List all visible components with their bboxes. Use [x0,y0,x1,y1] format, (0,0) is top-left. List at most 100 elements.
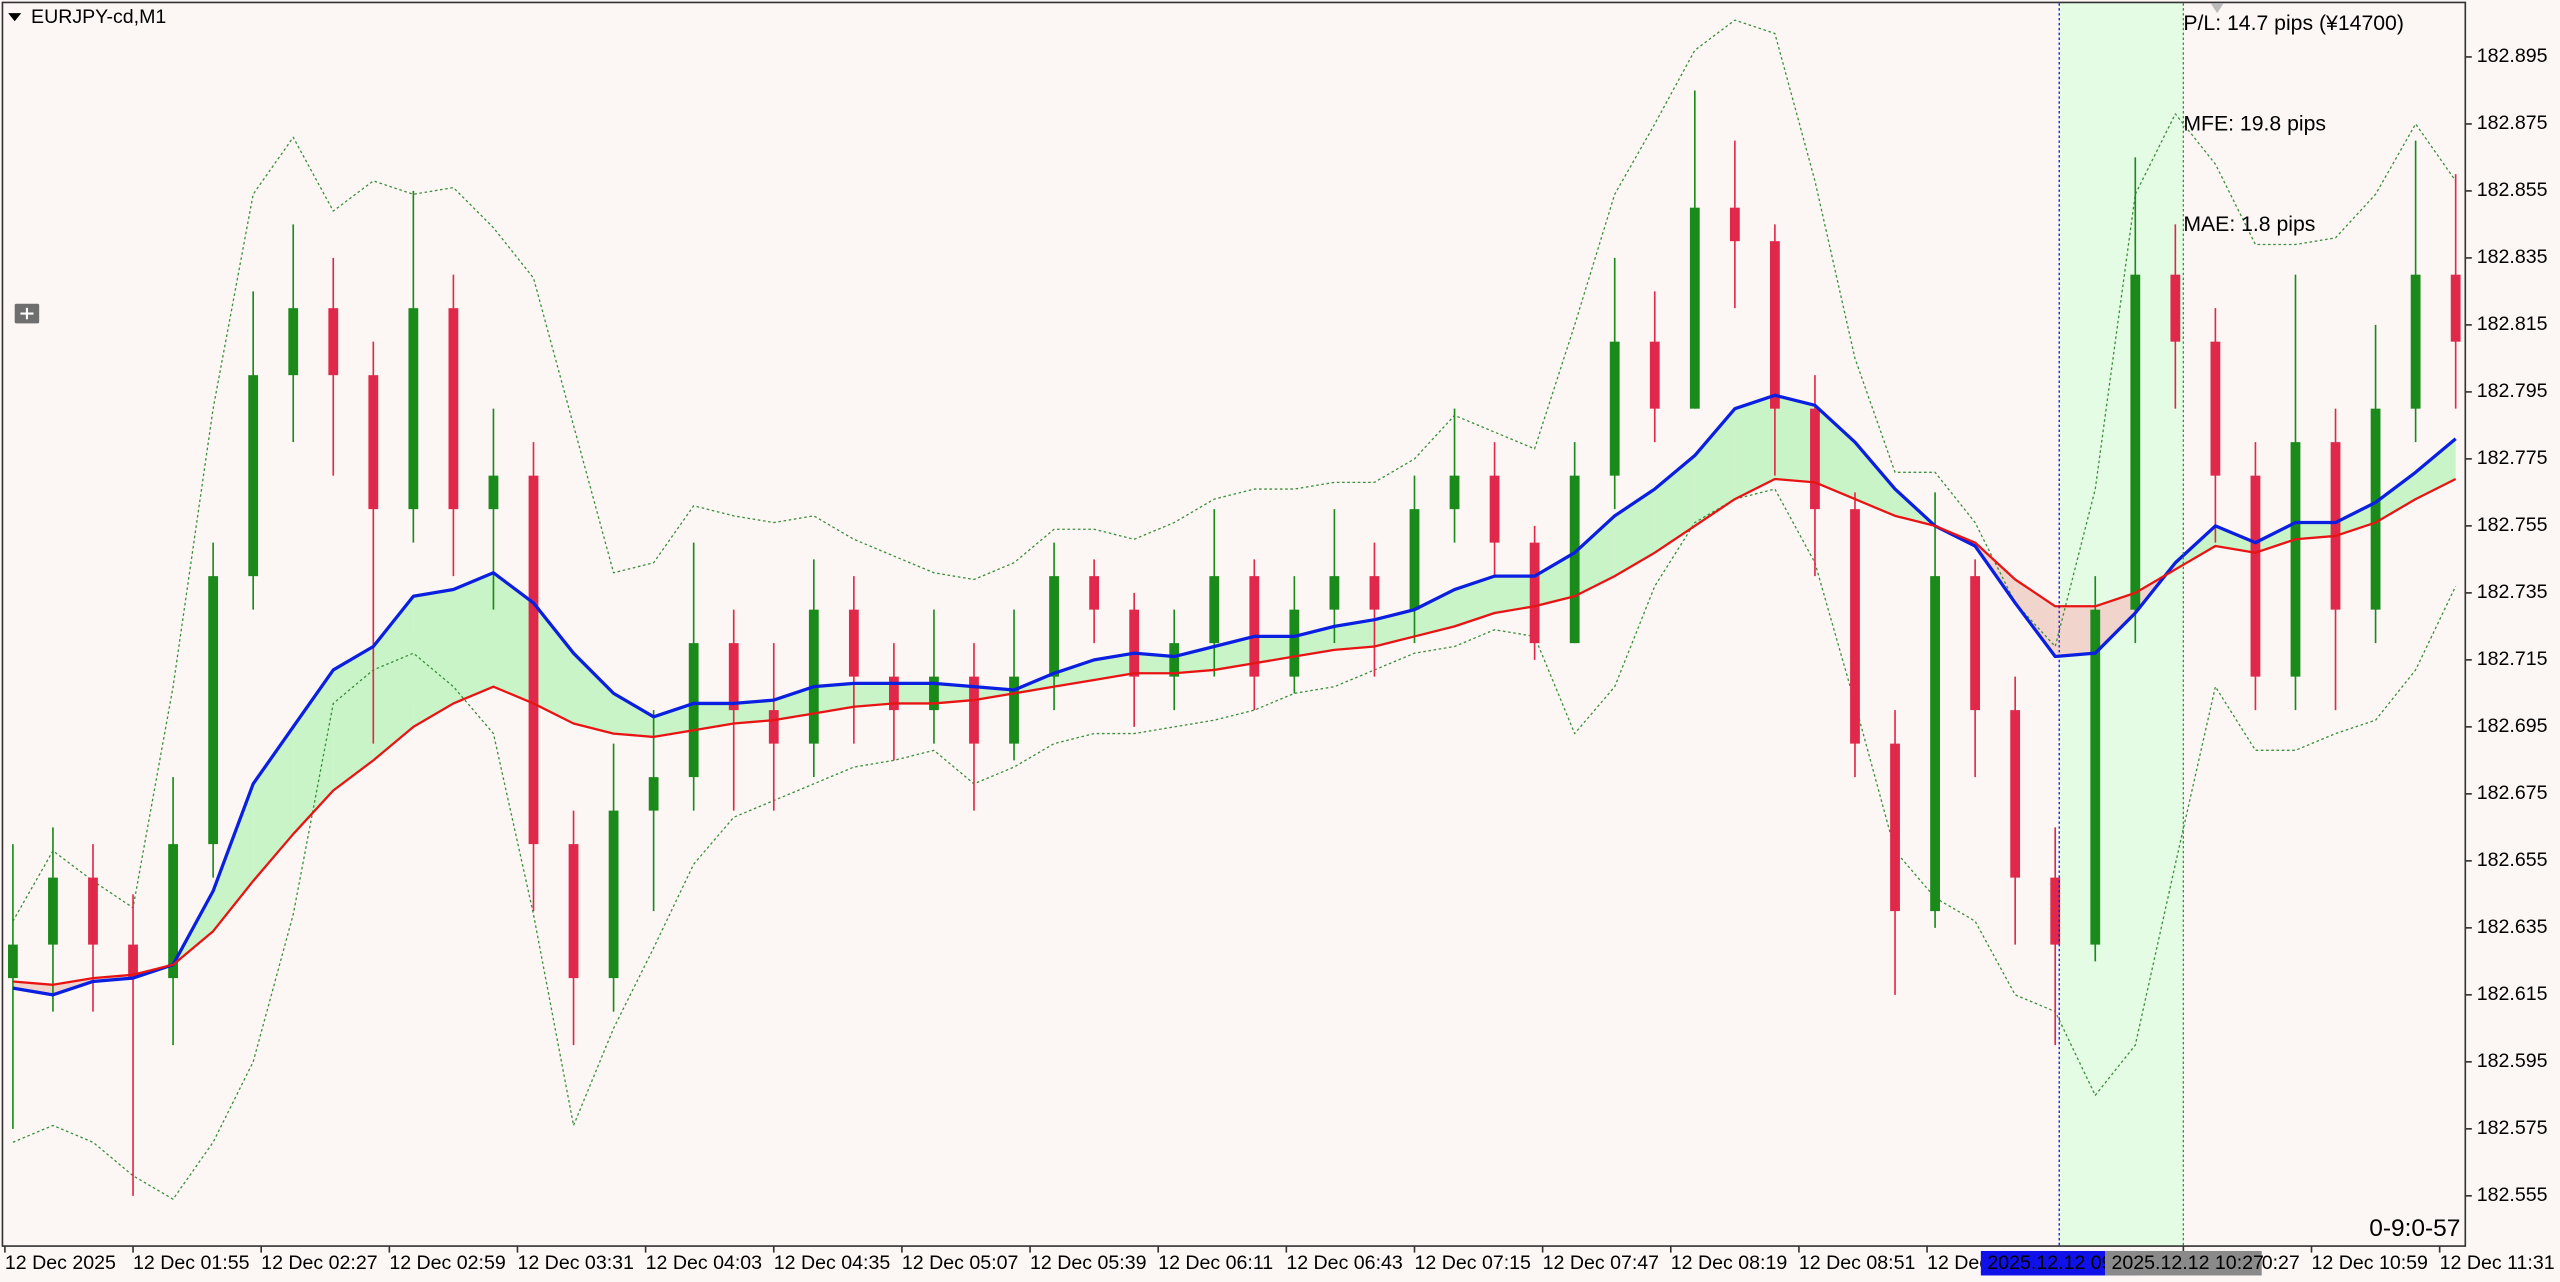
candle-body [288,308,299,376]
x-tick-label: 12 Dec 05:39 [1030,1252,1146,1274]
symbol-menu-icon[interactable] [8,13,22,22]
candle-body [2010,710,2021,878]
y-tick-label: 182.575 [2477,1117,2548,1139]
band-line [12,488,2457,1200]
y-tick-label: 182.855 [2477,179,2548,201]
candle-body [2170,274,2181,342]
x-tick-label: 12 Dec 04:03 [646,1252,763,1274]
candle-body [328,308,339,376]
ma-fill [2015,579,2056,657]
candle-body [1049,576,1059,677]
shift-marker [2210,3,2224,14]
candle-body [969,676,979,744]
ma-fill [2375,472,2416,523]
candle-body [448,308,459,510]
trade-annotation: P/L: 14.7 pips (¥14700) [2183,12,2404,35]
candle-body [1769,241,1780,409]
y-tick-label: 182.555 [2477,1184,2548,1206]
candle-body [1489,475,1500,543]
y-tick-label: 182.875 [2477,112,2548,134]
candle-body [1930,576,1940,912]
candle-body [208,576,219,845]
candle-body [1529,542,1540,644]
candle-body [728,643,739,711]
candle-body [1009,676,1019,744]
ma-fill [2255,522,2296,553]
x-tick-label: 12 Dec 07:47 [1543,1252,1659,1274]
ma-fill [1414,589,1455,637]
x-tick-label: 12 Dec 11:31 [2440,1252,2555,1274]
marker-time-label: 2025.12.12 10:27 [2112,1252,2264,1274]
candle-body [128,944,138,979]
ma-fill [493,572,534,704]
marker-time-box [2104,1250,2262,1276]
ma-fill [1814,405,1855,500]
x-tick-label: 12 Dec 05:07 [902,1252,1018,1274]
ma-fill [813,683,854,714]
candle-body [1689,207,1700,409]
x-tick-label: 12 Dec 06:11 [1158,1252,1273,1274]
ma-fill [413,589,454,727]
x-tick-label: 12 Dec 04:35 [774,1252,891,1274]
ma-fill [733,700,774,724]
candle-body [488,475,499,510]
candle-body [1810,408,1820,510]
x-tick-label: 12 Dec 01:55 [133,1252,250,1274]
candle-body [408,308,419,510]
ma-fill [333,646,374,791]
candle-body [1089,576,1100,610]
ma-fill [293,669,334,835]
ma-fill [853,683,894,707]
ma-fill [1254,636,1295,664]
candle-body [808,609,819,744]
ma-fill [1574,515,1615,597]
ma-fill [1454,576,1495,627]
candle-body [929,676,939,711]
trade-annotation: MAE: 1.8 pips [2183,213,2315,236]
ma-fill [1694,408,1735,526]
candle-body [528,475,539,845]
candle-body [568,844,579,979]
ma-fill [253,726,294,881]
candle-body [1169,643,1180,677]
candle-body [2050,877,2061,945]
plot-border [1,1,2467,1247]
y-tick-label: 182.635 [2477,916,2548,938]
candle-body [1129,609,1140,677]
candle-body [1289,609,1300,677]
ma-fill [453,572,494,704]
candle-body [1890,743,1900,912]
candle-body [8,944,18,979]
x-tick-label: 12 Dec 08:51 [1799,1252,1915,1274]
ma-fill [533,602,574,724]
ma-fill [653,703,694,737]
ma-fill [773,686,814,721]
y-tick-label: 182.815 [2477,313,2548,335]
candle-body [768,710,779,744]
candle-body [2410,274,2421,409]
expand-button[interactable] [14,303,40,324]
band-line [12,19,2457,922]
ma-line [12,477,2457,986]
candle-body [889,676,899,711]
ma-fill [1534,552,1575,607]
ma-fill [2295,522,2336,540]
marker-time-label: 2025.12.12 09 [1987,1252,2112,1274]
y-tick-label: 182.675 [2477,782,2548,804]
ma-fill [1294,626,1335,657]
candle-body [2290,442,2301,677]
x-tick-label: 12 Dec 02:59 [389,1252,505,1274]
trade-annotation: MFE: 19.8 pips [2183,113,2326,136]
candle-body [2250,475,2261,677]
candle-body [2210,341,2221,476]
chart-title: EURJPY-cd,M1 [31,6,166,28]
x-tick-label: 12 Dec 07:15 [1414,1252,1531,1274]
ma-fill [2215,525,2256,553]
ma-fill [2055,606,2096,657]
candle-body [2450,274,2461,342]
x-tick-label: 12 Dec 06:43 [1286,1252,1403,1274]
candle-body [368,375,379,510]
candle-body [1729,207,1740,242]
candle-body [688,643,699,778]
ma-fill [1054,659,1095,687]
